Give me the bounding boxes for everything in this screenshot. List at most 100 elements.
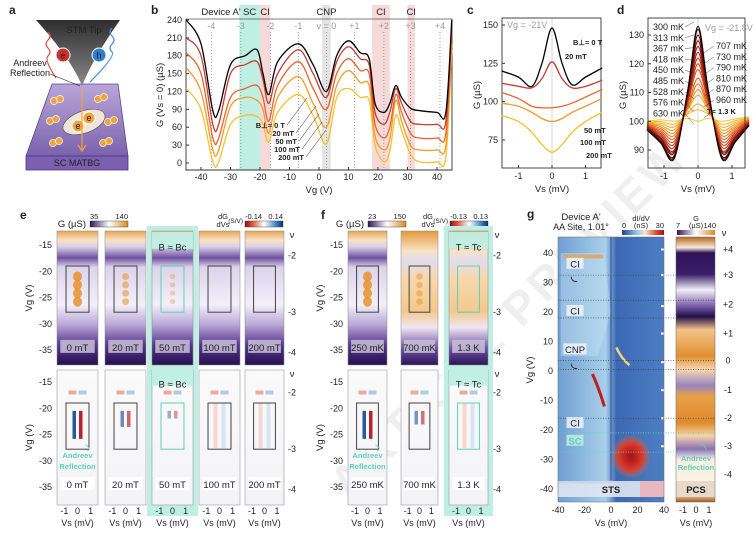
y-tick-label: 90 xyxy=(172,104,182,114)
region-label: CI xyxy=(376,7,386,18)
filling-label: +1 xyxy=(349,21,359,31)
legend-label: 100 mT xyxy=(580,138,606,147)
transfer-arrow xyxy=(77,90,87,153)
cooper-pair-icon xyxy=(55,137,63,145)
region-label: CNP xyxy=(316,7,336,18)
legend-label: 576 mK xyxy=(653,98,684,108)
legend-label: 300 mK xyxy=(653,22,684,32)
colorbar-max: 0.13 xyxy=(473,212,488,221)
heatmap-derivative-panel: T ≈ Tc 1.3 K xyxy=(448,368,489,506)
andreev-peak-mark xyxy=(73,296,82,307)
x-tick-label: 1 xyxy=(583,171,588,181)
hole-wave xyxy=(89,27,115,83)
colorbar-dg-label-top: dG xyxy=(218,212,228,221)
colorbar-pcs-unit: (µS) xyxy=(689,221,704,230)
colorbar-pcs-label: G xyxy=(693,214,699,223)
filling-label: ν = 0 xyxy=(316,21,336,31)
filling-label: -1 xyxy=(294,21,302,31)
derivative-mark xyxy=(213,403,218,448)
x-tick-label: 1 xyxy=(88,506,93,516)
cooper-pair-icon xyxy=(52,115,60,123)
heatmap-frame xyxy=(448,230,489,366)
legend-label: 960 mK xyxy=(716,95,747,105)
colorbar-sts xyxy=(622,230,664,235)
column-label: 100 mT xyxy=(203,480,235,491)
andreev-label-1: Andreev xyxy=(681,454,712,463)
x-tick-label: -40 xyxy=(194,172,207,182)
derivative-mark xyxy=(266,403,271,448)
sc-region-box xyxy=(457,265,480,313)
x-axis-label: Vs (mV) xyxy=(403,518,436,528)
y-axis-label: Vg (V) xyxy=(315,424,326,451)
column-label: 20 mT xyxy=(112,343,139,354)
x-tick-label: -1 xyxy=(60,506,68,516)
column-label-bg xyxy=(452,476,485,490)
filling-tick-label: -3 xyxy=(724,441,732,451)
series-line xyxy=(646,40,750,156)
cooper-pair-icon xyxy=(110,116,118,124)
x-tick-label: -20 xyxy=(578,505,591,515)
heatmap-frame xyxy=(56,230,99,366)
y-tick-label: -15 xyxy=(330,377,343,387)
x-tick-label: -10 xyxy=(283,172,296,182)
column-label: 250 mK xyxy=(351,343,384,354)
sts-label: STS xyxy=(602,485,620,496)
region-label: CI xyxy=(570,307,580,318)
legend-pointer xyxy=(295,105,317,134)
series-line xyxy=(646,68,750,144)
andreev-peak-mark xyxy=(363,271,372,282)
y-tick-label: 40 xyxy=(543,248,553,258)
curved-arrow-icon xyxy=(570,363,578,370)
y-axis-label: Vg (V) xyxy=(315,285,326,312)
y-tick-label: -20 xyxy=(540,425,553,435)
series-line xyxy=(501,111,603,153)
panel-label-e: e xyxy=(20,208,27,222)
legend-pointer xyxy=(684,80,695,87)
andreev-peak-mark xyxy=(416,298,423,305)
y-tick-label: 90 xyxy=(634,145,644,155)
colorbar-dg-unit: (S/V) xyxy=(433,218,448,225)
legend-label: 313 mK xyxy=(653,33,684,43)
y-tick-label: -35 xyxy=(330,482,343,492)
legend-label: 200 mT xyxy=(278,153,304,162)
tick-mark xyxy=(661,305,665,308)
derivative-mark xyxy=(163,390,172,395)
andreev-label-2: Reflection xyxy=(10,68,50,78)
x-tick-label: 0 xyxy=(123,506,128,516)
derivative-mark xyxy=(420,390,429,395)
x-axis-label: Vs (mV) xyxy=(681,184,715,195)
panel-label-c: c xyxy=(467,3,474,17)
electron-icon xyxy=(55,47,71,63)
curved-arrow-icon xyxy=(570,276,578,282)
heatmap-derivative-panel: 0 mT xyxy=(56,369,99,506)
andreev-peak-mark xyxy=(169,299,176,305)
filling-tick-label: +2 xyxy=(723,299,733,309)
heatmap-conductance-panel: 0 mT xyxy=(56,230,99,366)
series-line xyxy=(185,49,453,169)
x-tick-label: 1 xyxy=(706,505,711,515)
colorbar-max: 30 xyxy=(656,221,664,230)
region-label: CI xyxy=(406,7,416,18)
panel-d-chart: d -1 0 1 90 100 110 120 130 Vs (mV) G (µS) Vg = -21… xyxy=(617,3,753,195)
y-axis-label: Vg (V) xyxy=(525,357,536,384)
sts-red-region xyxy=(610,434,651,479)
derivative-mark xyxy=(470,403,475,448)
y-tick-label: -35 xyxy=(39,482,52,492)
filling-tick-label: +3 xyxy=(723,270,733,280)
column-label-bg xyxy=(351,339,384,353)
x-tick-label: 0 xyxy=(417,506,422,516)
legend-label: 790 mK xyxy=(716,63,747,73)
series-line xyxy=(646,103,750,128)
x-tick-label: 0 xyxy=(549,171,554,181)
hole-icon xyxy=(91,47,107,63)
heatmap-frame xyxy=(104,369,147,506)
heatmap-derivative-panel: 700 mK xyxy=(400,369,439,506)
column-label: 50 mT xyxy=(159,343,186,354)
colorbar-dg-label-top: dG xyxy=(423,212,433,221)
derivative-mark xyxy=(469,390,478,395)
spacer xyxy=(30,176,88,190)
legend-pointer xyxy=(298,113,320,142)
andreev-label-1: Andreev xyxy=(62,451,93,460)
legend-label: 810 mK xyxy=(716,73,747,83)
derivative-mark xyxy=(220,390,229,395)
